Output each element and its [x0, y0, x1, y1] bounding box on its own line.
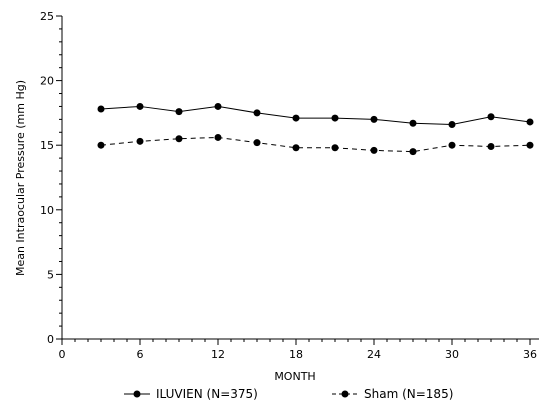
y-tick-label: 15	[40, 139, 54, 152]
series-1	[97, 133, 534, 156]
data-point	[253, 139, 261, 147]
series-line	[100, 136, 531, 153]
y-axis-title: Mean Intraocular Pressure (mm Hg)	[14, 80, 27, 276]
data-point	[487, 113, 495, 121]
x-tick-label: 0	[59, 348, 66, 361]
data-point	[292, 114, 300, 122]
y-tick-label: 10	[40, 204, 54, 217]
legend-marker-iluvien	[133, 390, 141, 398]
data-point	[526, 141, 534, 149]
series-0	[97, 102, 534, 129]
data-point	[253, 109, 261, 117]
x-tick-label: 24	[367, 348, 381, 361]
legend-marker-sham	[341, 390, 349, 398]
data-point	[331, 114, 339, 122]
x-axis-title: MONTH	[274, 370, 315, 383]
legend-label-iluvien: ILUVIEN (N=375)	[156, 387, 258, 401]
data-point	[136, 102, 144, 110]
y-tick-label: 0	[47, 333, 54, 346]
data-point	[97, 141, 105, 149]
data-point	[175, 135, 183, 143]
x-axis-ticks: 0 6 12 18 24 30 36	[59, 339, 537, 361]
x-tick-label: 30	[445, 348, 459, 361]
y-tick-label: 20	[40, 75, 54, 88]
data-point	[331, 144, 339, 152]
series-line	[100, 105, 531, 126]
data-point	[292, 144, 300, 152]
data-point	[97, 105, 105, 113]
data-point	[214, 133, 222, 141]
series-layer	[97, 102, 534, 156]
legend-item-sham: Sham (N=185)	[332, 387, 453, 401]
x-tick-label: 12	[211, 348, 225, 361]
legend: ILUVIEN (N=375) Sham (N=185)	[124, 387, 453, 401]
data-point	[487, 142, 495, 150]
data-point	[175, 108, 183, 116]
y-tick-label: 25	[40, 10, 54, 23]
y-tick-label: 5	[47, 268, 54, 281]
x-tick-label: 36	[523, 348, 537, 361]
y-axis-ticks: 0 5 10 15 20 25	[40, 10, 62, 346]
data-point	[136, 137, 144, 145]
data-point	[409, 148, 417, 156]
data-point	[448, 121, 456, 129]
legend-label-sham: Sham (N=185)	[364, 387, 453, 401]
legend-item-iluvien: ILUVIEN (N=375)	[124, 387, 258, 401]
data-point	[370, 146, 378, 154]
data-point	[409, 119, 417, 127]
x-tick-label: 18	[289, 348, 303, 361]
data-point	[448, 141, 456, 149]
data-point	[370, 115, 378, 123]
data-point	[214, 102, 222, 110]
data-point	[526, 118, 534, 126]
x-tick-label: 6	[137, 348, 144, 361]
